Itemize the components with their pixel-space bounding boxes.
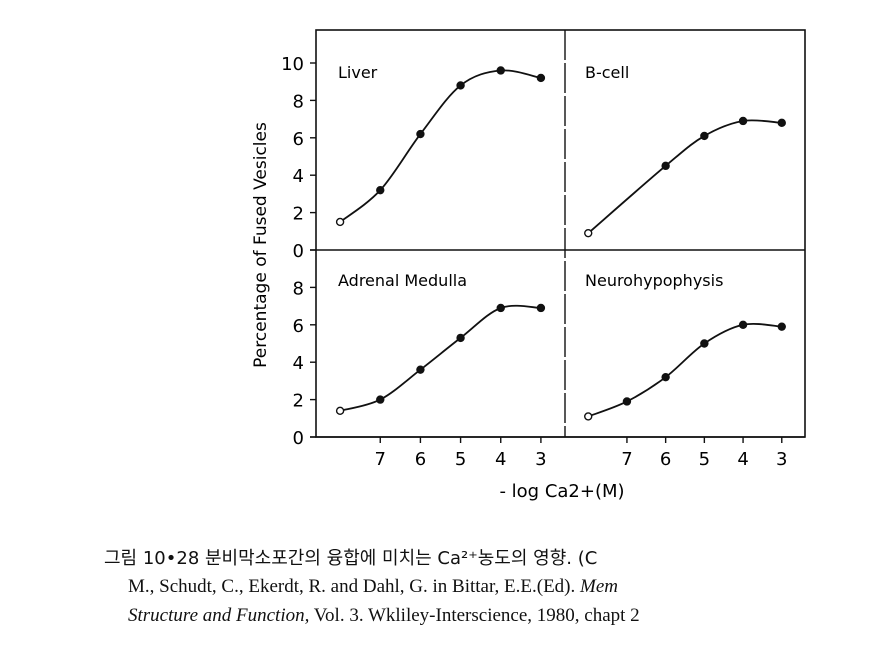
data-point	[536, 73, 546, 83]
series-curve	[587, 119, 782, 234]
plot-frame	[315, 29, 806, 438]
data-point-open	[335, 217, 345, 227]
caption-line-3-text: Vol. 3. Wkliley-Interscience, 1980, chap…	[309, 605, 640, 626]
y-tick-label: 6	[293, 316, 304, 337]
data-point	[376, 185, 385, 195]
data-point	[456, 81, 465, 90]
data-point	[661, 161, 670, 171]
x-tick-label: 3	[776, 449, 787, 470]
caption-line-3: Structure and Function, Vol. 3. Wkliley-…	[128, 605, 640, 627]
y-tick-label: 2	[293, 204, 304, 225]
data-point	[496, 303, 505, 313]
y-axis-label: Percentage of Fused Vesicles	[251, 122, 271, 368]
x-tick-label: 6	[415, 449, 426, 470]
data-point	[622, 397, 632, 406]
x-tick-label: 3	[535, 449, 546, 470]
data-point	[416, 129, 425, 139]
caption-line-2-italic: Mem	[580, 576, 618, 597]
x-tick-label: 5	[699, 449, 710, 470]
panel-title: Neurohypophysis	[585, 271, 723, 290]
data-point	[496, 66, 505, 75]
series-curve	[339, 69, 542, 223]
data-point	[376, 395, 385, 404]
data-point	[456, 333, 465, 343]
x-tick-label: 7	[375, 449, 386, 470]
caption-line-3-italic: Structure and Function,	[128, 605, 310, 626]
panel-title: Adrenal Medulla	[338, 271, 467, 290]
data-point	[700, 131, 709, 141]
y-tick-label: 2	[293, 391, 304, 412]
caption-line-2-text: M., Schudt, C., Ekerdt, R. and Dahl, G. …	[128, 576, 581, 597]
panel-title: Liver	[338, 63, 378, 82]
x-axis-label: - log Ca2+(M)	[499, 481, 624, 502]
data-point	[777, 322, 786, 331]
series-curve	[339, 304, 541, 412]
y-tick-label: 8	[293, 278, 304, 299]
chart: Liver 0 2 4 6 8 10 B-cell Adrenal Medulla 0 2 4 6 8 7 6…	[251, 29, 806, 502]
y-tick-label: 10	[281, 54, 304, 75]
data-point	[777, 118, 786, 128]
caption-line-1: 그림 10•28 분비막소포간의 융합에 미치는 Ca²⁺농도의 영향. (C	[104, 548, 598, 569]
data-point	[700, 339, 709, 348]
x-tick-label: 7	[621, 449, 632, 470]
series-curve	[587, 322, 782, 418]
y-tick-label: 0	[293, 241, 304, 262]
data-point	[738, 116, 748, 126]
y-tick-label: 8	[293, 91, 304, 112]
data-point-open	[584, 228, 593, 238]
data-point-open	[335, 406, 345, 416]
x-tick-label: 4	[737, 449, 748, 470]
y-tick-label: 0	[293, 428, 304, 449]
data-point-open	[584, 412, 593, 421]
caption-line-2: M., Schudt, C., Ekerdt, R. and Dahl, G. …	[128, 576, 618, 598]
x-tick-label: 6	[660, 449, 671, 470]
data-point	[738, 320, 748, 329]
data-point	[536, 303, 546, 313]
y-tick-label: 6	[293, 129, 304, 150]
y-tick-label: 4	[293, 166, 304, 187]
x-tick-label: 4	[495, 449, 506, 470]
y-tick-label: 4	[293, 353, 304, 374]
data-point	[661, 372, 670, 382]
x-tick-label: 5	[455, 449, 466, 470]
panel-title: B-cell	[585, 63, 629, 82]
data-point	[416, 365, 425, 374]
